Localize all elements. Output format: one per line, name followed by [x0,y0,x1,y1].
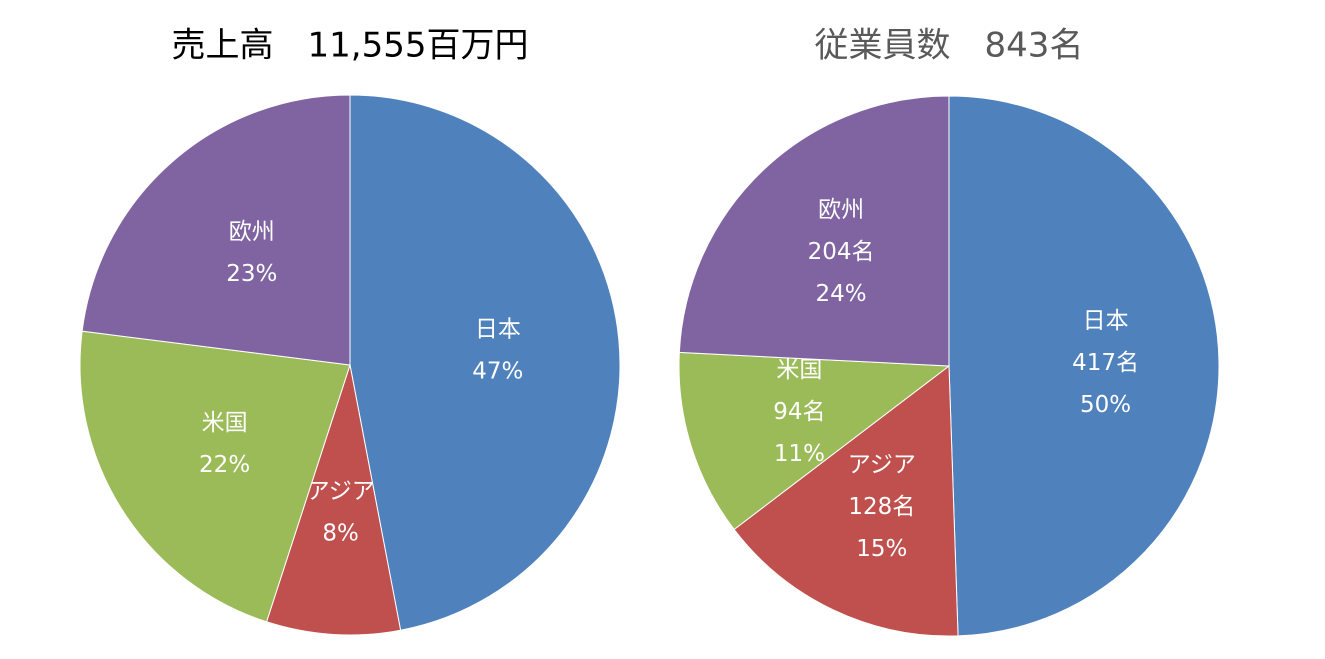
slice-category: アジア [307,479,375,505]
slice-label: 23% [226,261,277,287]
pie-slice [349,94,621,631]
pie-slice [265,364,402,636]
slice-label: 11% [774,441,825,467]
slice-label: 204名 [808,239,875,265]
slice-category: 日本 [475,317,521,343]
pie-slice [678,351,951,531]
slice-label: 50% [1080,392,1131,418]
pie-slice [733,365,959,637]
slice-label: 128名 [848,494,915,520]
slice-category: 欧州 [818,197,864,223]
slice-category: 欧州 [229,219,275,245]
chart-title: 従業員数 843名 [815,26,1084,66]
slice-label: 8% [322,521,359,547]
chart-title: 売上高 11,555百万円 [172,26,529,66]
pie-slice [79,330,351,623]
slice-label: 47% [472,359,523,385]
pie-slice [81,94,351,366]
slice-category: アジア [848,452,916,478]
slice-category: 米国 [202,410,248,436]
pie-slice [678,95,950,367]
slice-label: 22% [199,452,250,478]
slice-label: 417名 [1072,350,1139,376]
slice-label: 24% [816,281,867,307]
pie-slice [948,95,1220,637]
slice-category: 日本 [1083,308,1129,334]
slice-label: 15% [856,536,907,562]
slice-label: 94名 [773,399,825,425]
slice-category: 米国 [776,357,822,383]
